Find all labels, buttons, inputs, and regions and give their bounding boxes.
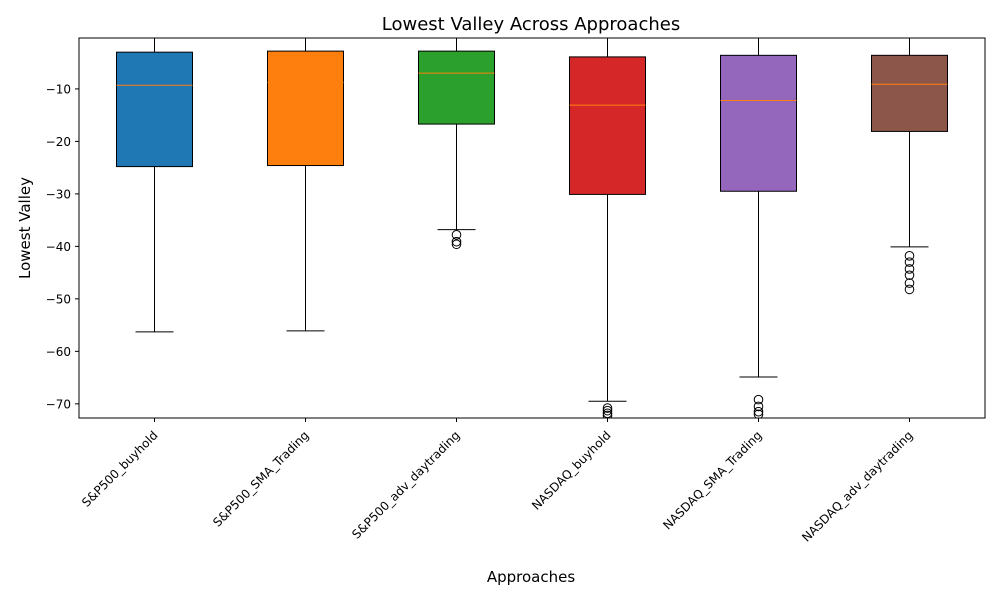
outlier-point — [602, 410, 613, 418]
y-tick-label: −20 — [46, 135, 71, 149]
box-iqr — [720, 54, 797, 192]
box-iqr — [871, 54, 948, 132]
x-tick-label: NASDAQ_adv_daytrading — [799, 428, 915, 544]
x-axis-label: Approaches — [487, 568, 575, 586]
outlier-point — [904, 257, 915, 267]
x-tick-label: S&P500_SMA_Trading — [210, 428, 311, 529]
outlier-point — [753, 409, 764, 418]
box-iqr — [116, 51, 193, 168]
box-group — [720, 38, 797, 418]
outlier-point — [753, 394, 764, 405]
outlier-point — [753, 401, 764, 412]
y-tick-label: −70 — [46, 397, 71, 411]
x-tick-label: NASDAQ_SMA_Trading — [660, 428, 764, 532]
x-tick-label: NASDAQ_buyhold — [529, 428, 613, 512]
y-tick-label: −30 — [46, 187, 71, 201]
outlier-point — [451, 230, 462, 240]
plot-area — [116, 38, 948, 418]
y-tick-label: −60 — [46, 345, 71, 359]
outlier-point — [904, 264, 915, 274]
x-tick-label: S&P500_buyhold — [79, 428, 161, 510]
outlier-point — [602, 405, 613, 416]
outlier-point — [904, 278, 915, 288]
outlier-point — [904, 251, 915, 261]
outlier-point — [602, 403, 613, 413]
plot-frame — [78, 37, 986, 419]
outlier-point — [753, 406, 764, 417]
y-tick-label: −10 — [46, 82, 71, 96]
box-iqr — [267, 50, 344, 167]
box-iqr — [569, 56, 646, 195]
box-group — [116, 38, 193, 333]
y-axis-label: Lowest Valley — [16, 177, 34, 279]
outlier-point — [904, 270, 915, 281]
outlier-point — [451, 236, 462, 247]
box-group — [569, 38, 646, 418]
box-group — [418, 38, 495, 250]
outlier-point — [451, 239, 462, 250]
y-tick-label: −40 — [46, 240, 71, 254]
y-tick-label: −50 — [46, 292, 71, 306]
box-group — [871, 38, 948, 295]
box-group — [267, 38, 344, 332]
x-tick-label: S&P500_adv_daytrading — [349, 428, 462, 541]
chart-title: Lowest Valley Across Approaches — [382, 14, 680, 35]
box-iqr — [418, 50, 495, 125]
outlier-point — [904, 284, 915, 295]
plot-layer — [116, 38, 948, 418]
